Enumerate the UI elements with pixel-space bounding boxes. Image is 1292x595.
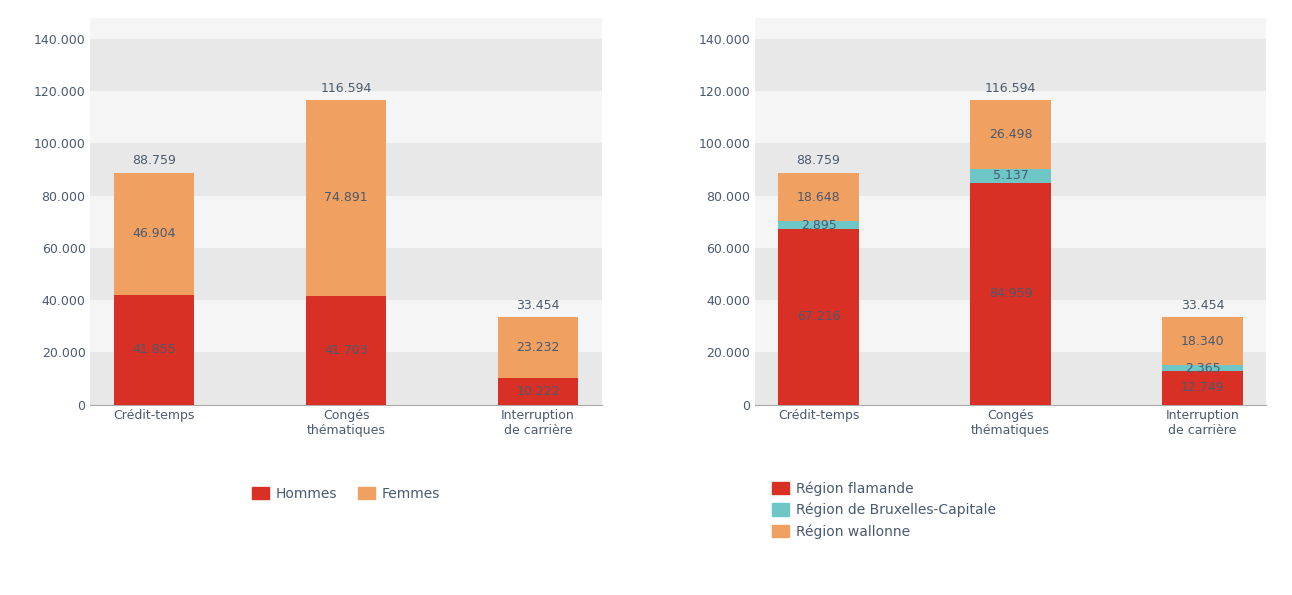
Bar xyxy=(755,143,1266,196)
Bar xyxy=(778,221,859,229)
Bar xyxy=(90,143,602,196)
Text: 74.891: 74.891 xyxy=(324,191,368,204)
Bar xyxy=(755,196,1266,248)
Text: 23.232: 23.232 xyxy=(517,341,559,354)
Bar xyxy=(755,248,1266,300)
Bar xyxy=(114,173,194,295)
Bar xyxy=(970,183,1050,405)
Bar xyxy=(90,39,602,91)
Bar xyxy=(755,39,1266,91)
Bar xyxy=(778,229,859,405)
Text: 116.594: 116.594 xyxy=(985,82,1036,95)
Text: 84.959: 84.959 xyxy=(988,287,1032,300)
Text: 26.498: 26.498 xyxy=(988,128,1032,141)
Bar xyxy=(90,300,602,352)
Bar xyxy=(306,100,386,296)
Text: 18.648: 18.648 xyxy=(797,190,840,203)
Bar xyxy=(1163,371,1243,405)
Text: 116.594: 116.594 xyxy=(320,82,372,95)
Bar xyxy=(970,169,1050,183)
Bar xyxy=(970,100,1050,169)
Bar xyxy=(755,352,1266,405)
Text: 46.904: 46.904 xyxy=(132,227,176,240)
Legend: Hommes, Femmes: Hommes, Femmes xyxy=(247,481,446,506)
Text: 41.855: 41.855 xyxy=(132,343,176,356)
Bar xyxy=(90,18,602,39)
Text: 12.749: 12.749 xyxy=(1181,381,1225,394)
Text: 2.365: 2.365 xyxy=(1185,362,1221,375)
Bar xyxy=(1163,365,1243,371)
Text: 88.759: 88.759 xyxy=(797,155,841,167)
Text: 88.759: 88.759 xyxy=(132,155,176,167)
Bar xyxy=(1163,317,1243,365)
Bar xyxy=(114,295,194,405)
Text: 41.703: 41.703 xyxy=(324,343,368,356)
Text: 67.216: 67.216 xyxy=(797,310,840,323)
Text: 33.454: 33.454 xyxy=(1181,299,1225,312)
Bar xyxy=(90,248,602,300)
Legend: Région flamande, Région de Bruxelles-Capitale, Région wallonne: Région flamande, Région de Bruxelles-Cap… xyxy=(773,481,996,538)
Bar xyxy=(90,196,602,248)
Bar xyxy=(90,352,602,405)
Bar xyxy=(497,317,579,378)
Bar xyxy=(755,18,1266,39)
Bar xyxy=(497,378,579,405)
Text: 10.222: 10.222 xyxy=(517,385,559,397)
Text: 18.340: 18.340 xyxy=(1181,334,1225,347)
Text: 2.895: 2.895 xyxy=(801,219,836,231)
Text: 33.454: 33.454 xyxy=(517,299,559,312)
Bar xyxy=(755,91,1266,143)
Bar xyxy=(778,173,859,221)
Bar xyxy=(90,91,602,143)
Bar xyxy=(306,296,386,405)
Bar xyxy=(755,300,1266,352)
Text: 5.137: 5.137 xyxy=(992,170,1028,183)
